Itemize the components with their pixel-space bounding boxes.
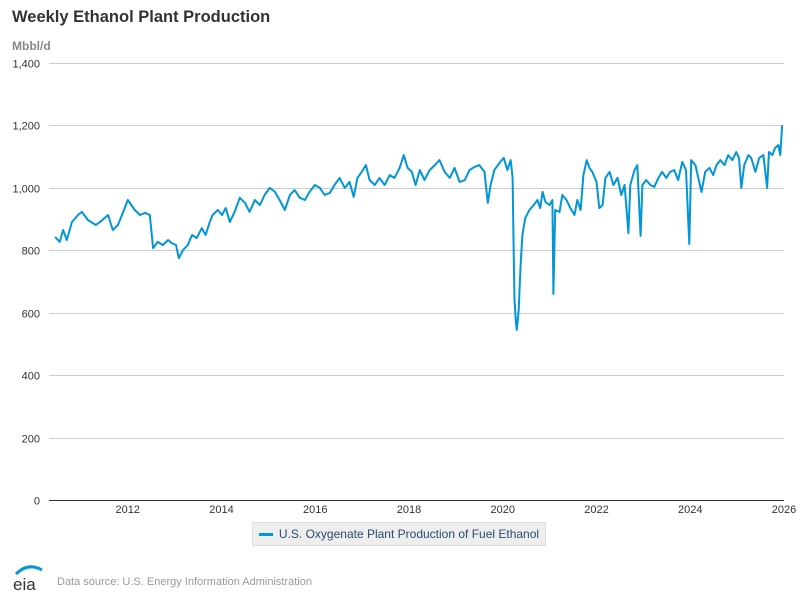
y-axis-ticks: 0 200 400 600 800 1,000 1,200 1,400 <box>12 59 40 508</box>
x-tick-label: 2020 <box>491 504 515 516</box>
x-tick-label: 2026 <box>772 504 796 516</box>
y-tick-label: 1,000 <box>12 184 40 196</box>
eia-logo[interactable]: eia <box>12 564 44 592</box>
footer: eia Data source: U.S. Energy Information… <box>12 564 312 592</box>
x-axis-ticks: 2012 2014 2016 2018 2020 2022 2024 2026 <box>116 504 797 516</box>
y-tick-label: 400 <box>22 371 40 383</box>
y-tick-label: 0 <box>34 496 40 508</box>
y-tick-label: 1,200 <box>12 121 40 133</box>
x-tick-label: 2024 <box>678 504 702 516</box>
legend-label: U.S. Oxygenate Plant Production of Fuel … <box>278 527 540 541</box>
x-tick-label: 2022 <box>584 504 608 516</box>
y-tick-label: 1,400 <box>12 59 40 71</box>
svg-text:eia: eia <box>13 575 36 592</box>
legend-swatch <box>258 532 273 536</box>
x-tick-label: 2016 <box>303 504 327 516</box>
x-tick-label: 2014 <box>209 504 233 516</box>
y-tick-label: 800 <box>22 246 40 258</box>
x-tick-label: 2012 <box>116 504 140 516</box>
chart-title: Weekly Ethanol Plant Production <box>12 8 271 26</box>
y-axis-unit-label: Mbbl/d <box>12 39 51 53</box>
series-line-fuel-ethanol[interactable] <box>54 125 784 331</box>
y-tick-label: 200 <box>22 434 40 446</box>
data-source: Data source: U.S. Energy Information Adm… <box>57 576 312 588</box>
legend[interactable]: U.S. Oxygenate Plant Production of Fuel … <box>252 522 546 546</box>
x-tick-label: 2018 <box>397 504 421 516</box>
y-tick-label: 600 <box>22 309 40 321</box>
gridlines <box>49 63 784 501</box>
